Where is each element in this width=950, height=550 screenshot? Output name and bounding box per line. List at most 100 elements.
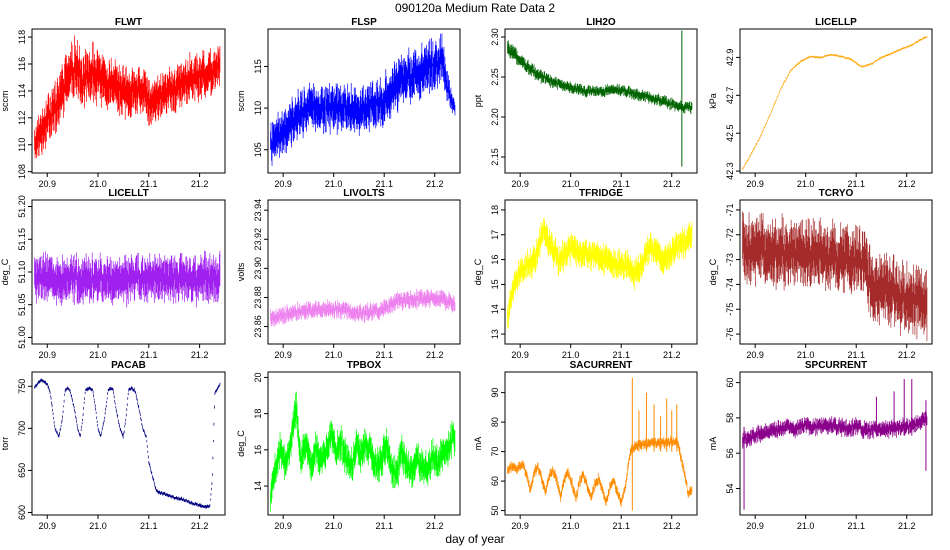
y-tick-label: 18: [490, 205, 500, 215]
x-tick-label: 21.0: [89, 350, 107, 360]
x-tick-label: 21.2: [898, 350, 916, 360]
x-tick-label: 21.2: [898, 179, 916, 189]
y-axis-label: deg_C: [708, 258, 718, 285]
y-tick-label: 650: [17, 463, 27, 478]
series-line-flsp-0: [270, 33, 456, 166]
plot-frame: [267, 371, 461, 516]
panel-flwt: FLWT 20.9 21.0 21.1 21.2 108 110 112 114 116 118 sc…: [0, 17, 226, 189]
plot-frame: [31, 28, 226, 174]
panel-title: FLSP: [351, 17, 377, 28]
y-tick-label: 2.15: [490, 148, 500, 166]
x-tick-label: 21.2: [426, 521, 444, 531]
y-axis-label: ppt: [473, 94, 483, 107]
panel-tpbox: TPBOX 20.9 21.0 21.1 21.2 14 16 18 20 deg_C: [236, 360, 461, 531]
y-tick-label: 750: [17, 379, 27, 394]
y-tick-label: 50: [490, 506, 500, 516]
y-tick-label: 108: [17, 164, 27, 179]
x-tick-label: 21.0: [562, 350, 580, 360]
y-tick-label: 51.20: [17, 195, 27, 218]
x-tick-label: 21.1: [612, 521, 630, 531]
y-tick-label: 42.7: [725, 87, 735, 105]
x-tick-label: 20.9: [746, 350, 764, 360]
x-tick-label: 21.2: [191, 350, 209, 360]
panel-title: LICELLT: [108, 188, 148, 199]
series-line-licellt-0: [34, 250, 221, 308]
x-tick-label: 21.0: [797, 179, 815, 189]
panel-title: TFRIDGE: [579, 188, 623, 199]
series-line-livolts-0: [270, 288, 456, 327]
x-tick-label: 20.9: [274, 350, 292, 360]
x-tick-label: 21.2: [663, 350, 681, 360]
series-line-sacurrent-0: [507, 435, 693, 507]
series-line-licellp-0: [742, 36, 928, 170]
panel-title: LICELLP: [815, 17, 857, 28]
y-tick-label: 42.9: [725, 49, 735, 67]
y-tick-label: 2.20: [490, 108, 500, 126]
series-line-tfridge-0: [507, 218, 693, 329]
plot-frame: [504, 199, 698, 345]
panel-title: TCRYO: [819, 188, 854, 199]
x-tick-label: 21.1: [140, 350, 158, 360]
x-tick-label: 21.0: [562, 521, 580, 531]
y-tick-label: 23.90: [253, 257, 263, 280]
y-axis-label: mA: [708, 437, 718, 451]
y-tick-label: 20: [253, 372, 263, 382]
y-tick-label: 51.10: [17, 261, 27, 284]
x-tick-label: 21.1: [847, 350, 865, 360]
plot-frame: [739, 371, 933, 516]
x-tick-label: 20.9: [746, 521, 764, 531]
y-tick-label: 42.3: [725, 162, 735, 180]
x-tick-label: 20.9: [274, 521, 292, 531]
y-tick-label: -76: [725, 328, 735, 341]
y-tick-label: 51.15: [17, 228, 27, 251]
y-tick-label: 118: [17, 30, 27, 44]
series-line-pacab-0: [34, 378, 221, 509]
y-tick-label: 2.30: [490, 28, 500, 46]
x-tick-label: 20.9: [38, 350, 56, 360]
y-tick-label: -74: [725, 278, 735, 291]
panel-livolts: LIVOLTS 20.9 21.0 21.1 21.2 23.86 23.88 23.90 23…: [236, 188, 461, 360]
x-tick-label: 20.9: [511, 350, 529, 360]
panel-title: LIH2O: [586, 17, 616, 28]
x-tick-label: 21.0: [562, 179, 580, 189]
y-tick-label: 14: [490, 304, 500, 314]
series-line-flwt-0: [34, 35, 221, 159]
y-tick-label: 15: [490, 279, 500, 289]
y-tick-label: 23.88: [253, 286, 263, 309]
y-tick-label: 600: [17, 505, 27, 520]
y-tick-label: 2.25: [490, 68, 500, 86]
y-tick-label: 112: [17, 111, 27, 125]
y-tick-label: 114: [17, 84, 27, 98]
y-axis-label: sccm: [236, 91, 246, 112]
x-tick-label: 21.2: [426, 179, 444, 189]
y-tick-label: 23.94: [253, 199, 263, 222]
x-tick-label: 21.1: [140, 179, 158, 189]
panel-lih2o: LIH2O 20.9 21.0 21.1 21.2 2.15 2.20 2.25 2.30 ppt: [473, 17, 698, 189]
y-tick-label: 18: [253, 409, 263, 419]
y-tick-label: -72: [725, 228, 735, 241]
x-tick-label: 21.0: [797, 521, 815, 531]
series-line-tcryo-0: [742, 211, 928, 342]
y-tick-label: 23.86: [253, 315, 263, 338]
panel-title: FLWT: [115, 17, 142, 28]
x-tick-label: 21.0: [325, 350, 343, 360]
x-tick-label: 21.0: [89, 179, 107, 189]
panel-licellp: LICELLP 20.9 21.0 21.1 21.2 42.3 42.5 42.7 42.9 k…: [708, 17, 933, 189]
y-tick-label: 42.5: [725, 124, 735, 142]
x-tick-label: 21.1: [847, 179, 865, 189]
x-tick-label: 21.0: [325, 521, 343, 531]
y-tick-label: 105: [253, 142, 263, 157]
x-tick-label: 21.1: [375, 521, 393, 531]
panel-title: TPBOX: [347, 360, 382, 371]
x-tick-label: 21.1: [140, 521, 158, 531]
panel-title: LIVOLTS: [343, 188, 385, 199]
plot-frame: [739, 28, 933, 174]
x-tick-label: 21.2: [191, 521, 209, 531]
y-tick-label: 90: [490, 388, 500, 398]
x-tick-label: 21.1: [612, 350, 630, 360]
y-tick-label: -75: [725, 303, 735, 316]
y-tick-label: 14: [253, 481, 263, 491]
series-line-lih2o-0: [507, 40, 693, 115]
y-tick-label: 16: [253, 445, 263, 455]
y-axis-label: torr: [0, 437, 10, 451]
